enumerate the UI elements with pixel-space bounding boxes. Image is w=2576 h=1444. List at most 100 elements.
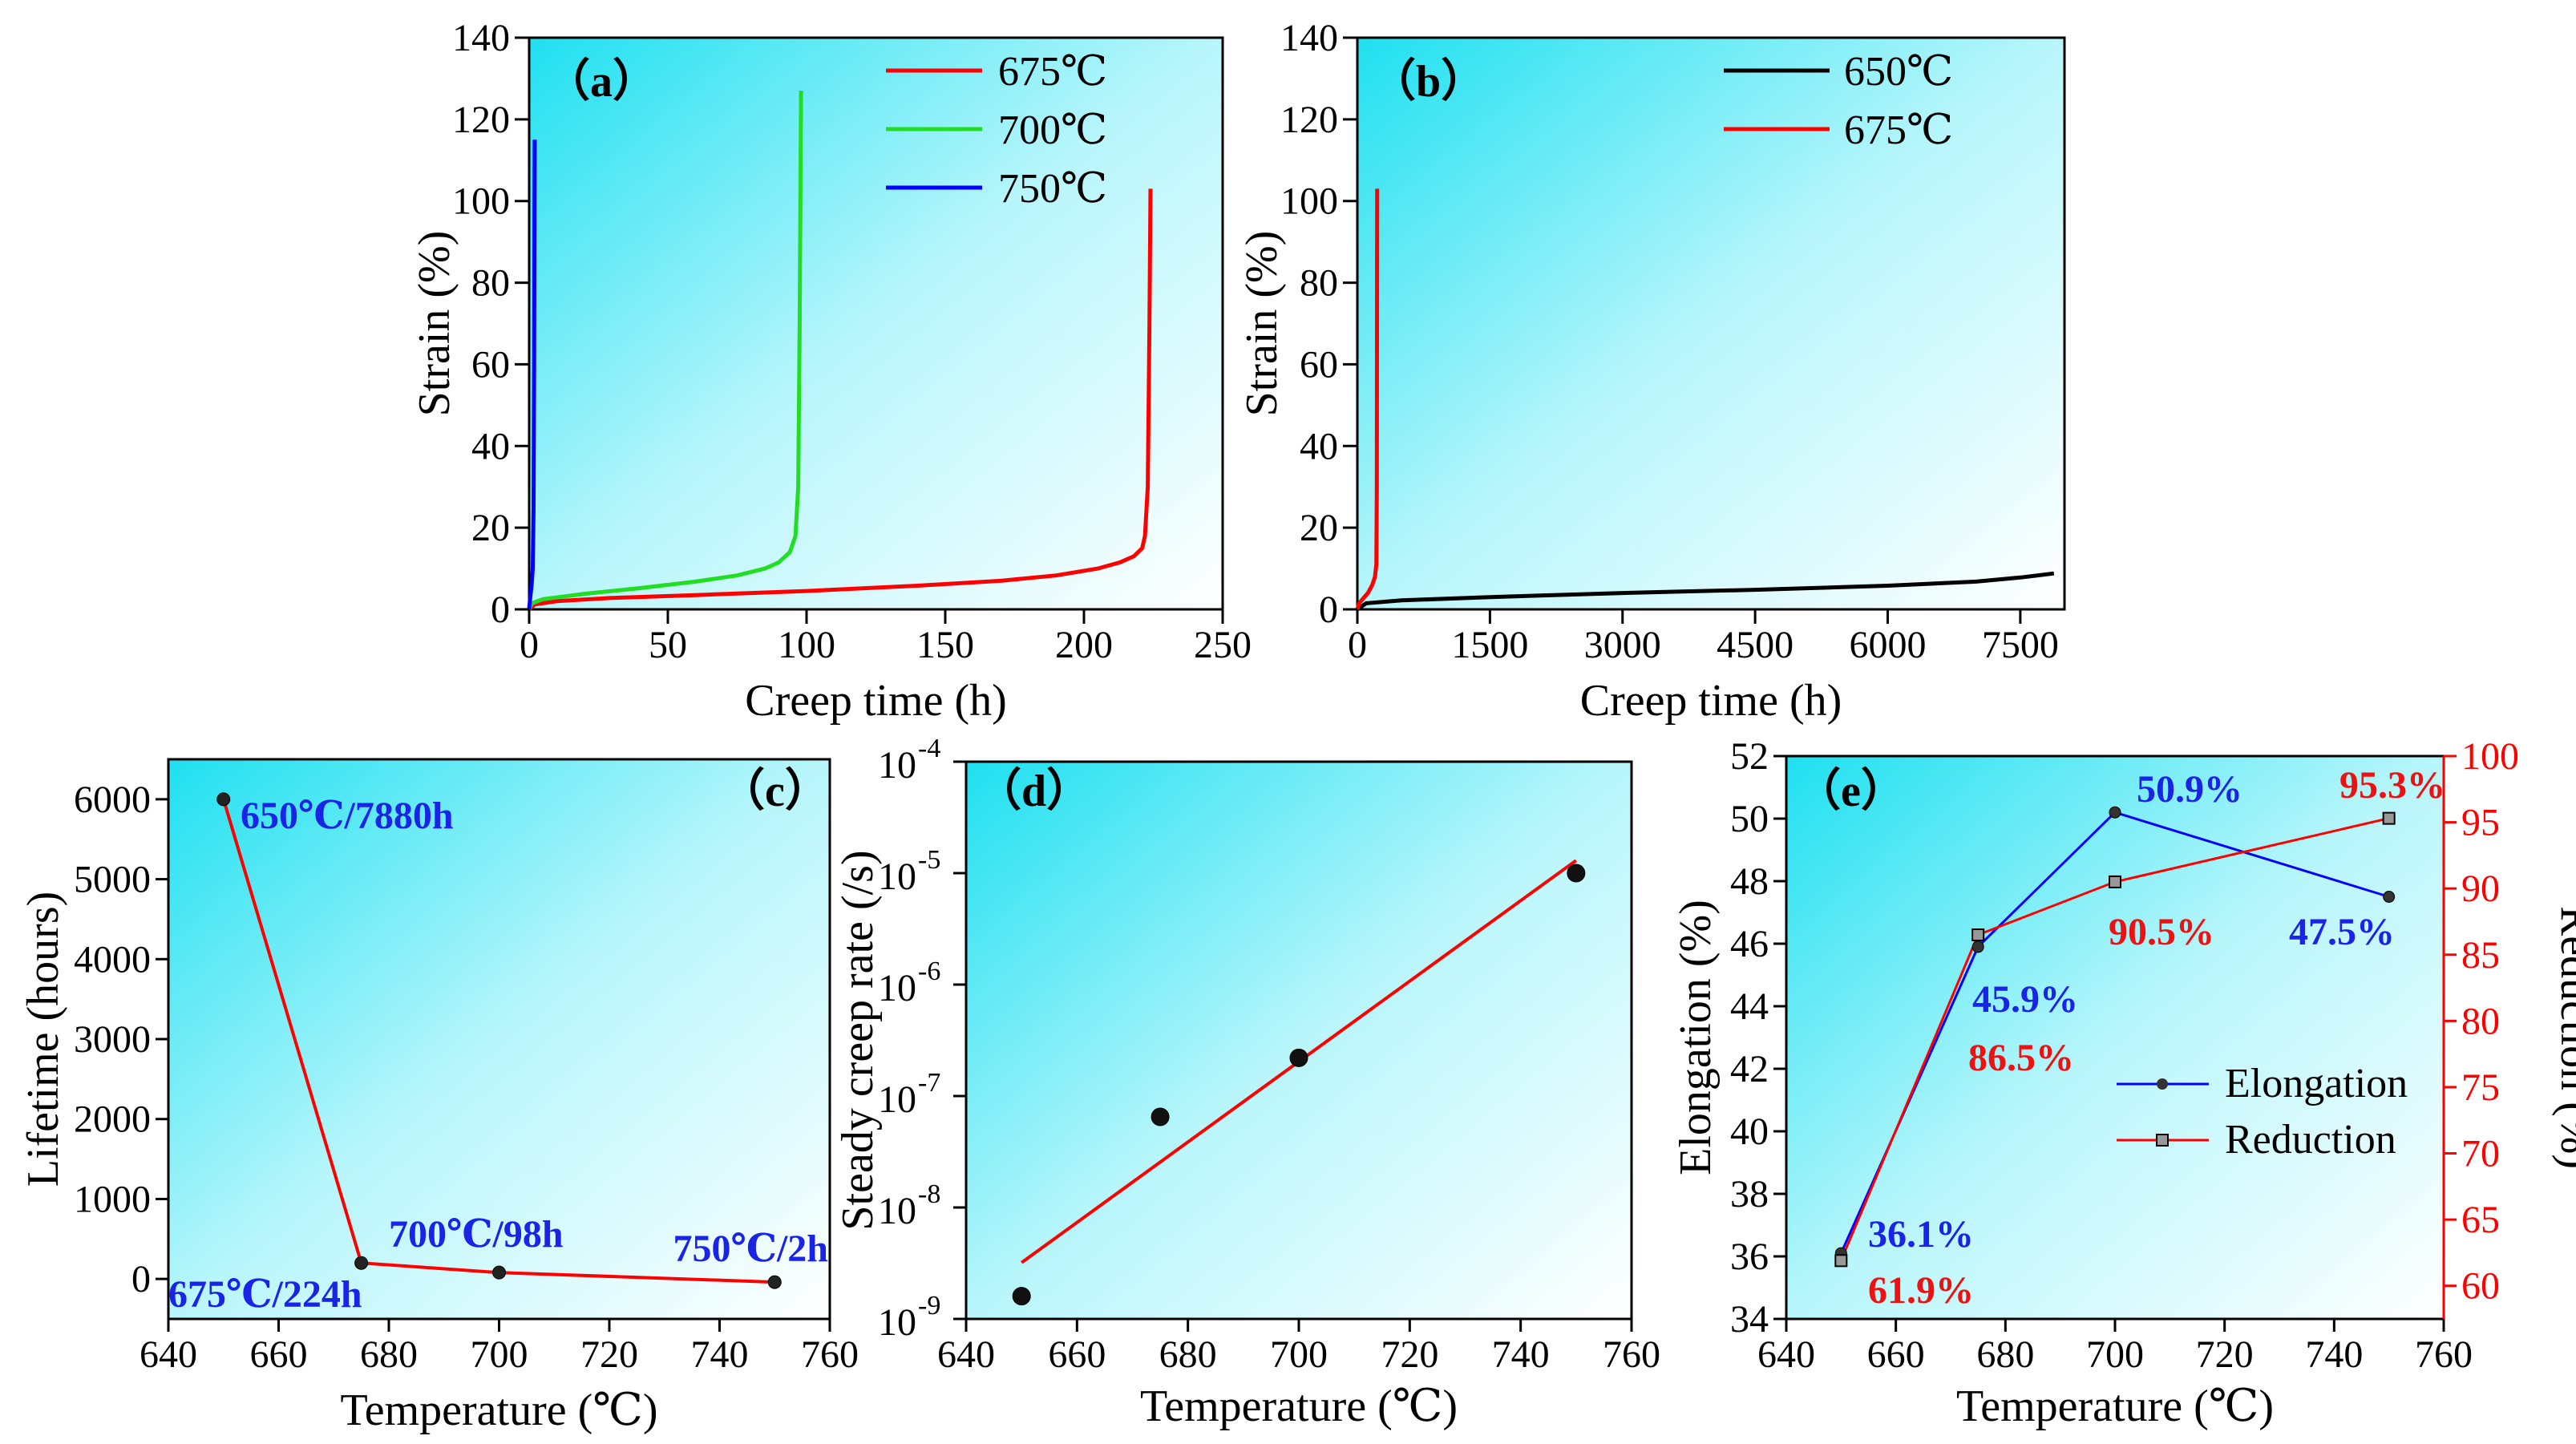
panel-c-ytick-label: 2000 [74, 1098, 151, 1141]
panel-c-xtick-label: 700 [471, 1333, 528, 1376]
panel-d-data-point [1567, 864, 1586, 883]
panel-d-xtick-label: 720 [1381, 1333, 1438, 1376]
panel-c-xtick-label: 640 [140, 1333, 197, 1376]
panel-a-ytick-label: 0 [491, 589, 510, 631]
panel-a-series-line-1 [527, 91, 803, 611]
panel-a-xtick-label: 150 [916, 624, 974, 666]
panel-a-ytick-label: 60 [471, 343, 510, 386]
panel-d-xtick-label: 740 [1492, 1333, 1550, 1376]
panel-a-xtick-label: 250 [1194, 624, 1252, 666]
panel-b-xtick-label: 6000 [1850, 624, 1927, 666]
panel-c-y-axis-label: Lifetime (hours) [18, 892, 68, 1187]
panel-c-annotation: 750℃/2h [673, 1228, 828, 1270]
panel-e-ytick-right-label: 75 [2461, 1066, 2500, 1109]
panel-e-elongation-point [2109, 806, 2121, 819]
panel-b-ytick-label: 0 [1319, 589, 1338, 631]
panel-e-elongation-point [1971, 940, 1984, 953]
panel-e-x-axis-label: Temperature (℃) [1956, 1381, 2274, 1431]
panel-d-data-point [1151, 1107, 1170, 1126]
panel-b-ytick-label: 20 [1300, 507, 1338, 549]
panel-e-ytick-right-label: 85 [2461, 934, 2500, 977]
panel-d-xtick-label: 700 [1270, 1333, 1328, 1376]
panel-c-label: （c） [720, 766, 830, 816]
panel-d-data-point [1012, 1287, 1031, 1306]
panel-e-xtick-label: 640 [1757, 1333, 1815, 1376]
panel-e-legend-marker-elongation [2157, 1078, 2168, 1090]
panel-e-ytick-label: 46 [1730, 923, 1769, 965]
panel-a-label: （a） [545, 56, 657, 107]
panel-d-ytick-base: 10 [878, 744, 916, 787]
panel-c-plot-area [168, 759, 830, 1319]
panel-b-xtick-label: 1500 [1451, 624, 1528, 666]
panel-e-ytick-right-label: 70 [2461, 1133, 2500, 1175]
panel-a-legend-entry-0: 675℃ [998, 49, 1107, 95]
panel-b-ytick-label: 40 [1300, 425, 1338, 467]
panel-d-ytick-exponent: -6 [918, 957, 940, 986]
panel-e-y-axis-label: Elongation (%) [1671, 900, 1721, 1175]
panel-a-xtick-label: 0 [520, 624, 539, 666]
panel-a-ytick-label: 120 [452, 99, 510, 141]
panel-b-plot-area [1357, 38, 2064, 609]
panel-b-xtick-label: 3000 [1584, 624, 1661, 666]
panel-a-ytick-label: 100 [452, 180, 510, 223]
panel-d-ytick-exponent: -9 [918, 1291, 940, 1321]
panel-d-ytick-base: 10 [878, 1301, 916, 1344]
panel-a-ytick-label: 40 [471, 425, 510, 467]
panel-d-ytick-exponent: -7 [918, 1068, 940, 1098]
panel-a: 0 50 100 150 200 250 0 20 40 60 80 100 120 140 Creep t… [410, 17, 1252, 726]
panel-e-xtick-label: 700 [2086, 1333, 2144, 1376]
panel-c-xtick-label: 660 [250, 1333, 308, 1376]
panel-e-elongation-annotation: 45.9% [1972, 978, 2078, 1021]
panel-e-elongation-annotation: 36.1% [1868, 1213, 1974, 1256]
panel-e-ytick-label: 40 [1730, 1110, 1769, 1153]
panel-a-xtick-label: 200 [1055, 624, 1113, 666]
panel-e-reduction-annotation: 86.5% [1968, 1037, 2074, 1079]
panel-e-elongation-point [2383, 891, 2396, 903]
panel-a-ytick-label: 20 [471, 507, 510, 549]
panel-c-point [492, 1265, 506, 1280]
panel-e-ytick-right-label: 90 [2461, 868, 2500, 910]
panel-b-y-axis-label: Strain (%) [1237, 231, 1287, 417]
panel-e-ytick-right-label: 80 [2461, 1000, 2500, 1042]
panel-c-ytick-label: 0 [131, 1258, 151, 1300]
panel-e-xtick-label: 660 [1867, 1333, 1925, 1376]
panel-e-ytick-label: 50 [1730, 798, 1769, 840]
panel-d-xtick-label: 660 [1048, 1333, 1106, 1376]
panel-b-ytick-label: 80 [1300, 262, 1338, 305]
panel-d-data-point [1289, 1048, 1308, 1067]
panel-c-ytick-label: 3000 [74, 1018, 151, 1061]
panel-b-xtick-label: 7500 [1982, 624, 2059, 666]
panel-c-ytick-label: 1000 [74, 1178, 151, 1220]
panel-c-annotation: 650℃/7880h [241, 795, 454, 837]
panel-e-reduction-annotation: 90.5% [2109, 911, 2214, 953]
panel-b-legend-entry-1: 675℃ [1844, 107, 1953, 153]
panel-a-legend-entry-1: 700℃ [998, 107, 1107, 153]
panel-c-point [354, 1256, 369, 1270]
panel-d-xtick-label: 760 [1603, 1333, 1660, 1376]
panel-e-ytick-right-label: 95 [2461, 802, 2500, 844]
panel-d-xtick-label: 640 [937, 1333, 995, 1376]
panel-e-y-axis-right-label: Reduction (%) [2551, 906, 2576, 1169]
panel-a-y-axis-label: Strain (%) [410, 231, 459, 417]
panel-b-xtick-label: 0 [1348, 624, 1367, 666]
panel-e-elongation-annotation: 50.9% [2137, 768, 2242, 811]
panel-e-ytick-label: 36 [1730, 1236, 1769, 1278]
panel-e-ytick-label: 44 [1730, 985, 1769, 1028]
panel-c-xtick-label: 760 [801, 1333, 859, 1376]
panel-c-point [767, 1275, 782, 1289]
panel-a-series-line-0 [528, 188, 1153, 611]
panel-e-ytick-label: 48 [1730, 860, 1769, 903]
panel-c-x-axis-label: Temperature (℃) [340, 1385, 657, 1435]
panel-c-xtick-label: 740 [691, 1333, 749, 1376]
panel-a-ytick-label: 140 [452, 17, 510, 59]
panel-a-plot-area [529, 38, 1223, 609]
panel-b: 0 1500 3000 4500 6000 7500 0 20 40 60 80 100 120 140 C… [1237, 17, 2066, 726]
panel-b-x-axis-label: Creep time (h) [1580, 676, 1842, 726]
panel-e-legend-entry-reduction: Reduction [2225, 1117, 2396, 1163]
panel-e: 640 660 680 700 720 740 760 34 36 38 40 42 44 46 48 50 5… [1671, 735, 2576, 1431]
panel-a-ytick-label: 80 [471, 262, 510, 305]
panel-c-ytick-label: 6000 [74, 779, 151, 821]
panel-d-y-axis-label: Steady creep rate (/s) [833, 850, 883, 1230]
